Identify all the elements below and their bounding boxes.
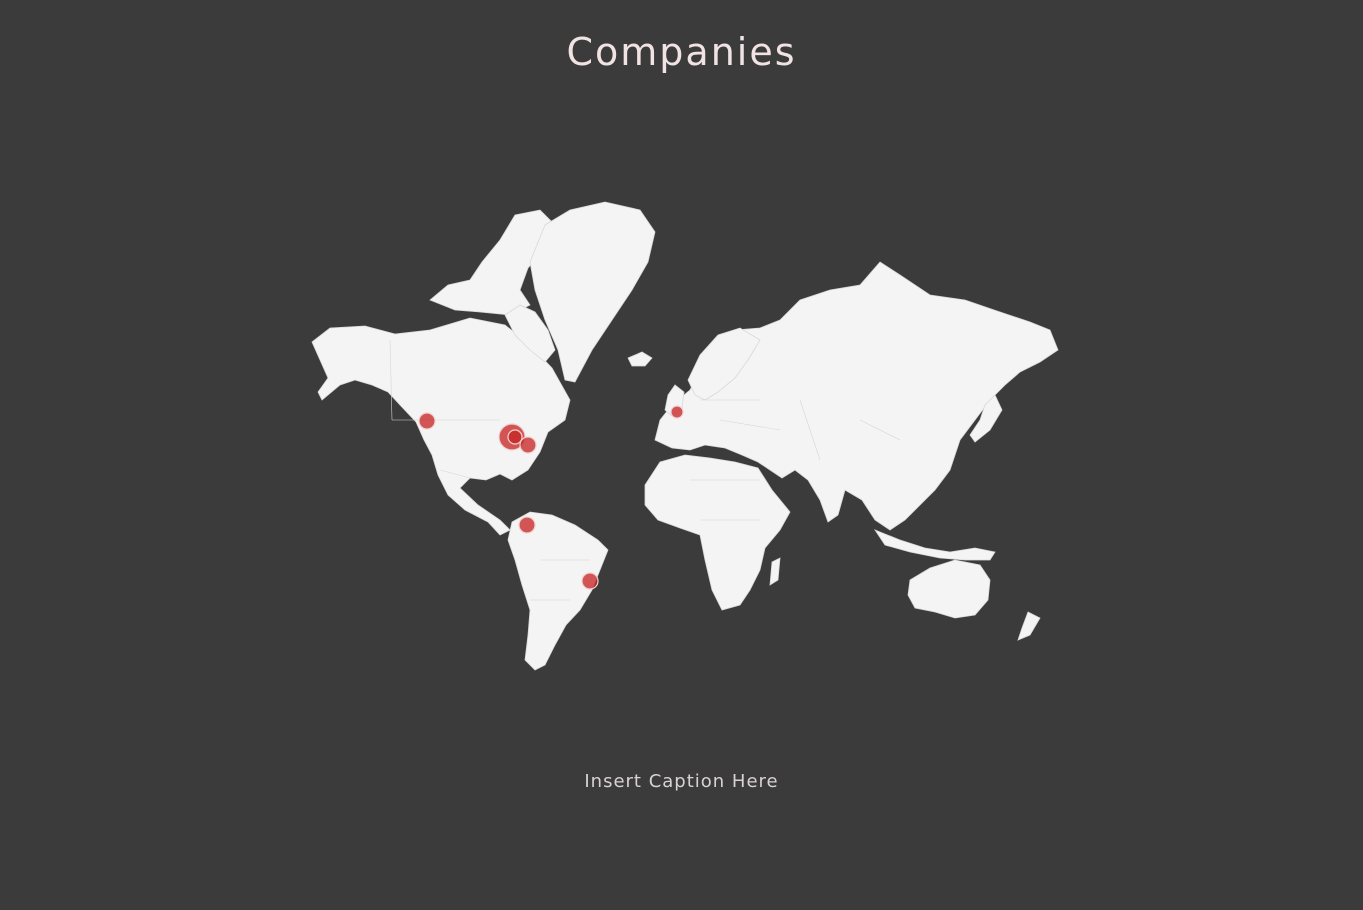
map-marker-colombia[interactable] [518, 516, 536, 534]
new-zealand-landmass [1017, 611, 1041, 641]
map-marker-brazil[interactable] [581, 572, 599, 590]
page-title: Companies [566, 30, 797, 74]
south-america-landmass [507, 511, 609, 671]
madagascar-landmass [769, 557, 781, 586]
map-marker-london[interactable] [670, 405, 684, 419]
country-borders [389, 339, 901, 601]
iceland-landmass [627, 351, 653, 367]
japan-landmass [969, 394, 1003, 443]
africa-landmass [644, 454, 791, 611]
map-caption: Insert Caption Here [584, 771, 779, 792]
greenland-landmass [529, 201, 656, 383]
australia-landmass [907, 559, 991, 619]
map-marker-east-coast[interactable] [519, 436, 537, 454]
map-marker-toronto[interactable] [507, 429, 523, 445]
baffin-island-landmass [504, 304, 556, 363]
scandinavia-landmass [687, 327, 761, 401]
southeast-asia-islands-landmass [873, 529, 996, 561]
eurasia-landmass [654, 261, 1059, 531]
map-marker-vancouver[interactable] [418, 412, 436, 430]
